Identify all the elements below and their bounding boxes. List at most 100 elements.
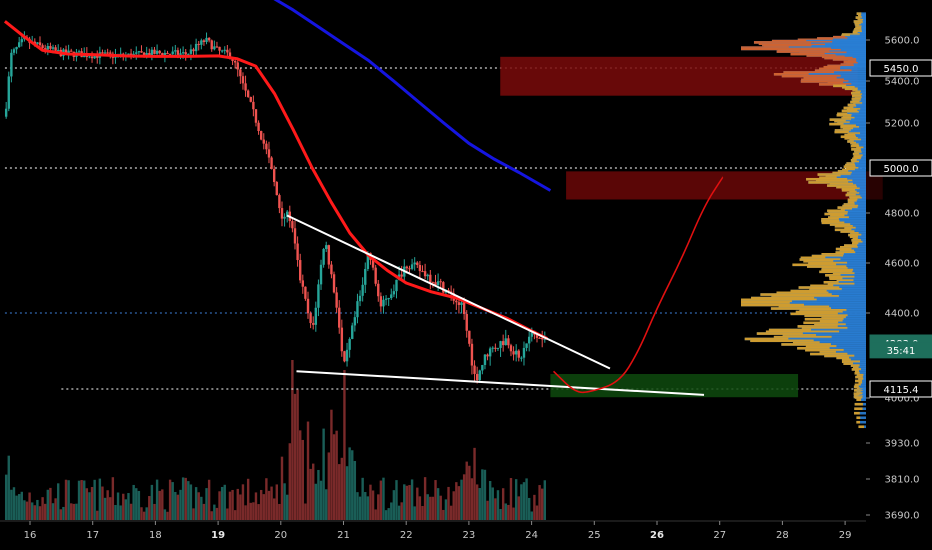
volume-bar <box>340 457 344 520</box>
wedge-upper[interactable] <box>286 214 611 370</box>
profile-bar <box>819 350 866 354</box>
volume-bar <box>181 477 185 520</box>
candle-body <box>364 268 367 285</box>
profile-bar-overlay <box>829 122 844 126</box>
candle-body <box>475 373 479 381</box>
profile-bar-overlay <box>832 171 852 175</box>
profile-bar-overlay <box>799 258 841 261</box>
volume-bar <box>507 504 510 520</box>
projection-curve[interactable] <box>552 176 724 394</box>
profile-bar-overlay <box>853 29 862 32</box>
ma-blue[interactable] <box>268 0 552 192</box>
profile-bar-overlay <box>821 267 848 270</box>
volume-bar <box>174 491 177 520</box>
profile-bar <box>834 130 866 134</box>
volume-bar <box>33 505 36 520</box>
profile-bar-overlay <box>852 366 859 369</box>
profile-bar-overlay <box>847 140 854 143</box>
candle-body <box>309 313 312 324</box>
profile-bar-overlay <box>828 211 848 214</box>
volume-bar <box>36 499 39 520</box>
volume-bar <box>366 496 370 520</box>
profile-bar <box>758 42 866 46</box>
profile-bar-overlay <box>829 277 843 281</box>
profile-bar-overlay <box>833 35 846 39</box>
y-tick-label: 4400.0 <box>885 309 920 320</box>
profile-bar-overlay <box>845 163 856 167</box>
profile-bar-overlay <box>840 135 856 139</box>
profile-bar-overlay <box>856 416 861 420</box>
profile-bar-overlay <box>846 192 860 195</box>
price-tag-label: 35:41 <box>887 346 916 357</box>
volume-bar <box>83 480 86 520</box>
volume-bar <box>4 474 8 520</box>
candle-body <box>317 284 320 308</box>
ma-red[interactable] <box>3 20 548 340</box>
profile-bar-overlay <box>853 20 863 23</box>
volume-bar <box>416 487 419 520</box>
trendlines[interactable] <box>286 214 705 396</box>
profile-bar-overlay <box>821 253 844 256</box>
profile-bar-overlay <box>762 43 825 47</box>
candle-body <box>491 347 494 349</box>
candle-body <box>38 42 42 46</box>
volume-bar <box>114 505 117 520</box>
profile-bar <box>773 73 866 76</box>
demand-zone[interactable] <box>550 374 799 398</box>
volume-bar <box>179 489 182 520</box>
volume-bar <box>25 501 29 520</box>
candle-body <box>405 266 409 269</box>
candle-body <box>244 83 247 91</box>
candle-body <box>332 274 336 293</box>
x-tick-label: 16 <box>24 530 37 541</box>
profile-bar-overlay <box>854 402 863 406</box>
profile-bar-overlay <box>834 119 846 123</box>
candle-body <box>395 279 398 292</box>
candle-body <box>499 341 502 348</box>
profile-bar-overlay <box>849 195 861 198</box>
profile-bar-overlay <box>827 184 857 187</box>
candle-body <box>106 52 109 54</box>
price-axis[interactable]: 5600.0 5400.0 5200.0 4800.0 4600.0 4400.0 4000… <box>866 36 920 522</box>
profile-bar-overlay <box>835 247 852 251</box>
y-tick-label: 5200.0 <box>885 119 920 130</box>
time-axis[interactable]: 16 17 18 19 20 21 22 23 24 25 26 27 28 29 <box>0 520 866 541</box>
candle-body <box>176 50 180 55</box>
candle-body <box>228 52 232 59</box>
candle-body <box>530 330 533 337</box>
candle-body <box>358 295 362 302</box>
candle-body <box>465 313 468 331</box>
volume-bar <box>70 503 73 520</box>
volume-bar <box>249 502 252 520</box>
profile-bar-overlay <box>751 296 815 300</box>
candle-body <box>96 55 99 58</box>
profile-bar-overlay <box>841 34 850 38</box>
candle-body <box>439 281 442 283</box>
volume-bar <box>481 469 484 520</box>
volume-bar <box>504 503 507 520</box>
volume-bar <box>468 465 471 520</box>
price-tag-label: 5000.0 <box>884 164 919 175</box>
profile-bar <box>768 328 866 332</box>
volume-bar <box>90 487 94 520</box>
candle-body <box>119 53 122 55</box>
wedge-lower[interactable] <box>296 370 705 396</box>
profile-bar-overlay <box>797 38 833 42</box>
profile-bar-overlay <box>851 94 862 98</box>
volume-bar <box>322 428 325 520</box>
profile-bar <box>830 214 866 218</box>
projection-path[interactable] <box>552 176 724 394</box>
volume-profile <box>741 12 866 429</box>
profile-bar-overlay <box>846 166 859 170</box>
x-tick-label: 29 <box>839 530 852 541</box>
profile-bar-overlay <box>841 86 855 89</box>
volume-bar <box>189 484 193 520</box>
volume-bar <box>527 497 531 520</box>
volume-bar <box>299 430 302 520</box>
volume-bar <box>306 421 310 520</box>
volume-bar <box>319 480 323 520</box>
profile-bar-overlay <box>852 31 858 35</box>
volume-bar <box>124 499 128 520</box>
volume-bar <box>325 489 328 520</box>
